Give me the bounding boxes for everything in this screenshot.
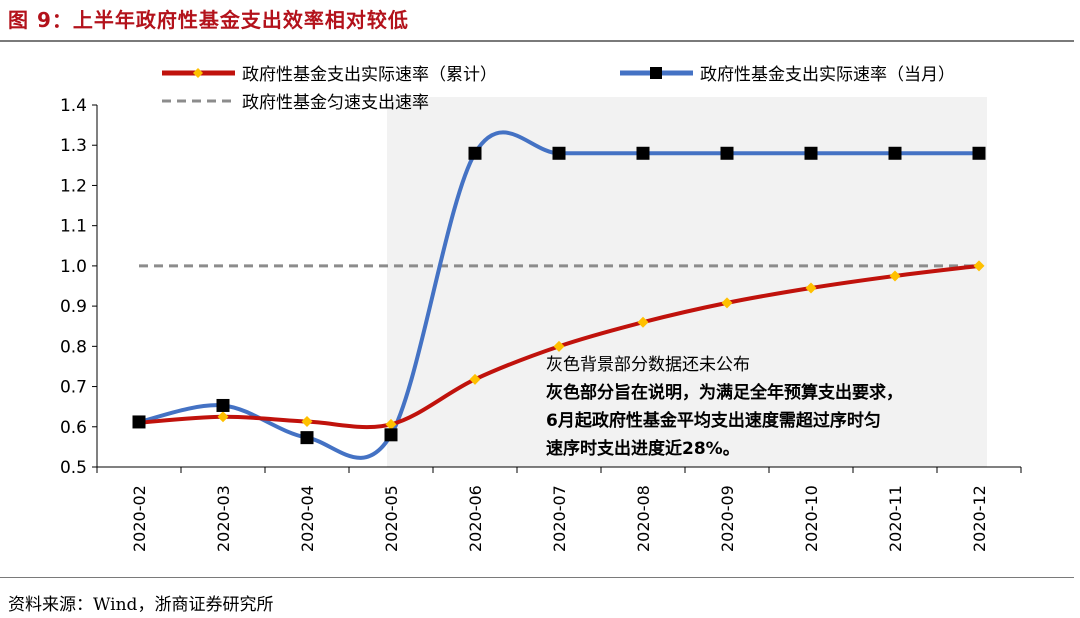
cumulative-point <box>721 297 733 309</box>
cumulative-point <box>385 418 397 430</box>
y-tick-label: 1.2 <box>60 176 87 196</box>
y-tick-label: 0.6 <box>60 418 87 438</box>
x-tick-label: 2020-12 <box>970 485 989 552</box>
x-tick-label: 2020-09 <box>718 485 737 552</box>
cumulative-point <box>973 260 985 272</box>
cumulative-point <box>805 282 817 294</box>
x-tick-label: 2020-02 <box>130 485 149 552</box>
x-tick-label: 2020-08 <box>634 485 653 552</box>
shaded-region <box>387 97 987 467</box>
legend-uniform-label: 政府性基金匀速支出速率 <box>242 93 429 113</box>
monthly-point <box>888 146 902 160</box>
y-tick-label: 0.5 <box>60 458 87 478</box>
annotation-line-2: 灰色部分旨在说明，为满足全年预算支出要求， <box>546 382 903 403</box>
monthly-point <box>384 428 398 442</box>
annotation-line-1: 灰色背景部分数据还未公布 <box>546 355 750 375</box>
annotation-line-3: 6月起政府性基金平均支出速度需超过序时匀 <box>546 410 881 431</box>
monthly-point <box>972 146 986 160</box>
cumulative-point <box>469 373 481 385</box>
line-chart: 0.5 0.6 0.7 0.8 0.9 1.0 1.1 1.2 1.3 1.4 2020-02 202… <box>60 65 1022 552</box>
x-tick-label: 2020-07 <box>550 485 569 552</box>
cumulative-point <box>889 270 901 282</box>
monthly-point <box>216 398 230 412</box>
legend-cumulative-label: 政府性基金支出实际速率（累计） <box>242 65 497 85</box>
bottom-rule <box>0 577 1074 578</box>
monthly-point <box>132 415 146 429</box>
y-tick-label: 1.0 <box>60 257 87 277</box>
monthly-point <box>300 431 314 445</box>
series-monthly-line <box>138 130 979 460</box>
y-tick-label: 1.4 <box>60 96 87 116</box>
x-tick-label: 2020-06 <box>466 485 485 552</box>
y-tick-label: 0.9 <box>60 297 87 317</box>
top-rule <box>0 40 1074 42</box>
y-tick-label: 0.7 <box>60 378 87 398</box>
y-tick-label: 1.3 <box>60 136 87 156</box>
cumulative-point <box>217 411 229 423</box>
monthly-point <box>468 146 482 160</box>
legend-monthly-label: 政府性基金支出实际速率（当月） <box>700 65 955 85</box>
monthly-point <box>720 146 734 160</box>
figure-title: 图 9：上半年政府性基金支出效率相对较低 <box>8 8 409 32</box>
cumulative-point <box>301 416 313 428</box>
legend-cumulative-marker <box>193 68 203 78</box>
monthly-point <box>804 146 818 160</box>
x-tick-label: 2020-10 <box>802 485 821 552</box>
y-tick-label: 1.1 <box>60 217 87 237</box>
x-tick-label: 2020-11 <box>886 485 905 552</box>
cumulative-point <box>553 340 565 352</box>
monthly-point <box>552 146 566 160</box>
x-tick-label: 2020-05 <box>382 485 401 552</box>
x-tick-label: 2020-04 <box>298 485 317 552</box>
annotation-line-4: 速序时支出进度近28%。 <box>546 438 740 459</box>
y-tick-label: 0.8 <box>60 337 87 357</box>
cumulative-point <box>637 316 649 328</box>
monthly-point <box>636 146 650 160</box>
x-tick-label: 2020-03 <box>214 485 233 552</box>
source-note: 资料来源：Wind，浙商证券研究所 <box>8 595 274 615</box>
legend-monthly-marker <box>650 67 662 79</box>
